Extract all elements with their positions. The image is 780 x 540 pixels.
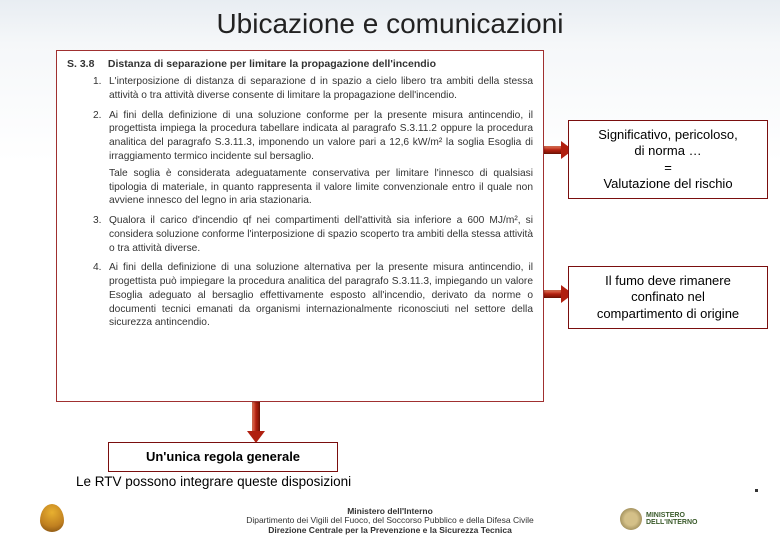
ministry-emblem-icon: MINISTERODELL'INTERNO [620,504,740,534]
arrow-right-icon [544,146,562,154]
doc-item-num: 4. [93,261,102,275]
doc-item-sub: Tale soglia è considerata adeguatamente … [109,167,533,208]
arrow-down-icon [252,402,260,432]
doc-item-text: Ai fini della definizione di una soluzio… [109,262,533,328]
doc-item: 4. Ai fini della definizione di una solu… [109,261,533,330]
doc-item-num: 3. [93,214,102,228]
callout-risk-assessment: Significativo, pericoloso, di norma … = … [568,120,768,199]
doc-item-num: 1. [93,75,102,89]
arrow-right-icon [544,290,562,298]
callout-line: compartimento di origine [577,306,759,322]
doc-section-label: S. 3.8 [67,57,105,71]
callout-line: Il fumo deve rimanere [577,273,759,289]
callout-single-rule: Un'unica regola generale [108,442,338,472]
doc-item: 3. Qualora il carico d'incendio qf nei c… [109,214,533,255]
doc-item-text: L'interposizione di distanza di separazi… [109,76,533,101]
document-excerpt: S. 3.8 Distanza di separazione per limit… [56,50,544,402]
doc-item-text: Ai fini della definizione di una soluzio… [109,110,533,162]
callout-line: di norma … [577,143,759,159]
ministry-emblem-label: MINISTERODELL'INTERNO [646,512,697,526]
doc-section-title: Distanza di separazione per limitare la … [108,58,436,70]
doc-item-num: 2. [93,109,102,123]
rtv-statement: Le RTV possono integrare queste disposiz… [76,474,351,489]
doc-list: 1. L'interposizione di distanza di separ… [67,75,533,330]
doc-item: 1. L'interposizione di distanza di separ… [109,75,533,103]
doc-item: 2. Ai fini della definizione di una solu… [109,109,533,208]
callout-smoke-confinement: Il fumo deve rimanere confinato nel comp… [568,266,768,329]
page-title: Ubicazione e comunicazioni [0,0,780,46]
page-indicator-icon [755,489,758,492]
callout-line: Significativo, pericoloso, [577,127,759,143]
callout-line: = [577,160,759,176]
doc-heading: S. 3.8 Distanza di separazione per limit… [67,57,533,71]
callout-line: confinato nel [577,289,759,305]
callout-line: Valutazione del rischio [577,176,759,192]
doc-item-text: Qualora il carico d'incendio qf nei comp… [109,215,533,254]
